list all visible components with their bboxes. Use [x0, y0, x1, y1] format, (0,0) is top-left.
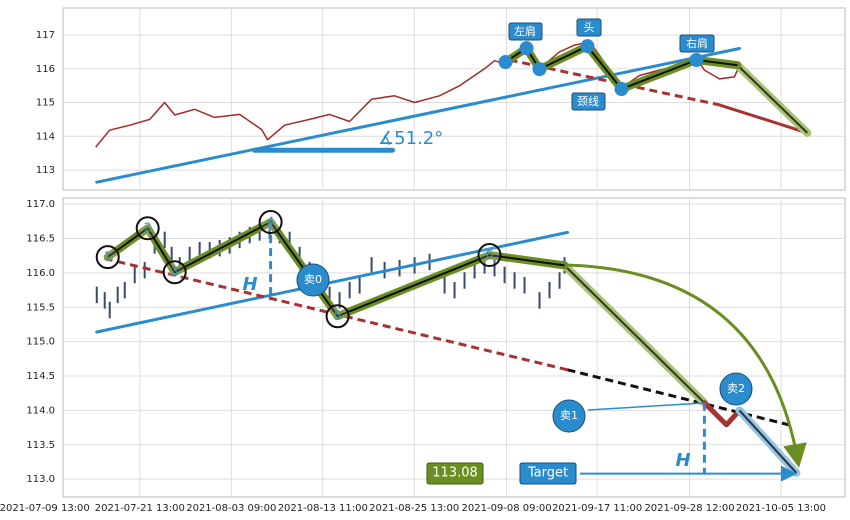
sell-marker: [296, 263, 330, 297]
overlay-outline: [563, 264, 706, 404]
annotation: 左肩: [514, 24, 536, 38]
pivot: [614, 82, 629, 97]
y-tick-label: 114: [36, 131, 55, 142]
y-tick-label: 115: [36, 98, 55, 109]
x-tick-label: 2021-09-17 11:00: [552, 503, 642, 514]
annotation: 头: [584, 21, 595, 34]
price-line: [95, 41, 741, 148]
sell-label: 卖2: [727, 382, 745, 395]
pivot: [532, 62, 547, 77]
y-tick-label: 117.0: [26, 199, 55, 210]
h-label: H: [675, 450, 690, 471]
y-tick-label: 114.0: [26, 405, 55, 416]
pivot: [477, 243, 502, 268]
y-tick-label: 116.5: [26, 234, 55, 245]
x-tick-label: 2021-07-21 13:00: [95, 503, 185, 514]
y-tick-label: 115.5: [26, 302, 55, 313]
pivot-label: 4: [267, 215, 275, 229]
sell-marker: [552, 399, 586, 433]
pivot: [162, 260, 187, 285]
label-box: [571, 92, 606, 111]
overlay-line: [95, 47, 741, 184]
pivot-label: 3: [171, 265, 179, 279]
annotation: 颈线: [577, 94, 599, 108]
label-box: [576, 18, 602, 37]
sell-marker: [719, 372, 753, 406]
pivot: [580, 39, 595, 54]
label-box: [679, 34, 715, 53]
bottom-panel: [62, 197, 846, 498]
y-tick-label: 115.0: [26, 337, 55, 348]
target-value: 113.08: [432, 466, 478, 481]
annotations: 左肩 头 颈线 右肩 ∡51.2° H H 卖0 卖1 卖2 113.08 Ta…: [242, 18, 753, 485]
pivot: [498, 55, 513, 70]
pivot: [519, 41, 534, 56]
sell-label: 卖0: [304, 273, 322, 286]
y-tick-label: 114.5: [26, 371, 55, 382]
pivot: [689, 53, 704, 67]
pivot: [258, 210, 283, 235]
overlay-line: [717, 103, 809, 135]
x-tick-label: 2021-08-03 09:00: [186, 503, 276, 514]
projection-arc: [564, 263, 807, 468]
target-box: [519, 462, 577, 485]
angle-label: ∡51.2°: [378, 128, 443, 149]
y-tick-label: 117: [36, 30, 55, 41]
overlay-line: [701, 400, 742, 428]
overlay-outline: [736, 64, 809, 134]
x-tick-label: 2021-09-08 09:00: [462, 503, 552, 514]
sell-pointer: [587, 402, 704, 411]
sell-label: 卖1: [560, 409, 578, 422]
y-tick-label: 116.0: [26, 268, 55, 279]
target-value-box: [426, 462, 484, 485]
y-tick-label: 113.5: [26, 440, 55, 451]
pivot-label: 6: [486, 248, 494, 262]
label-box: [508, 22, 543, 41]
pivot-label: 5: [334, 309, 342, 323]
x-tick-label: 2021-09-28 12:00: [644, 503, 734, 514]
y-tick-label: 113: [36, 165, 55, 176]
overlay-line: [95, 230, 569, 334]
x-tick-label: 2021-10-05 13:00: [736, 503, 826, 514]
x-tick-label: 2021-08-13 11:00: [278, 503, 368, 514]
pivot-label: 2: [144, 221, 152, 235]
h-label: H: [242, 274, 257, 295]
annotation: 右肩: [686, 36, 708, 50]
y-tick-label: 113.0: [26, 474, 55, 485]
pivot: [95, 245, 120, 270]
x-tick-label: 2021-07-09 13:00: [0, 503, 90, 514]
pivot: [325, 304, 350, 329]
y-tick-label: 116: [36, 64, 55, 75]
pivot-label: 1: [104, 250, 112, 264]
pivot: [135, 216, 160, 241]
target-label: Target: [527, 466, 568, 481]
x-tick-label: 2021-08-25 13:00: [369, 503, 459, 514]
top-panel: [62, 7, 846, 191]
